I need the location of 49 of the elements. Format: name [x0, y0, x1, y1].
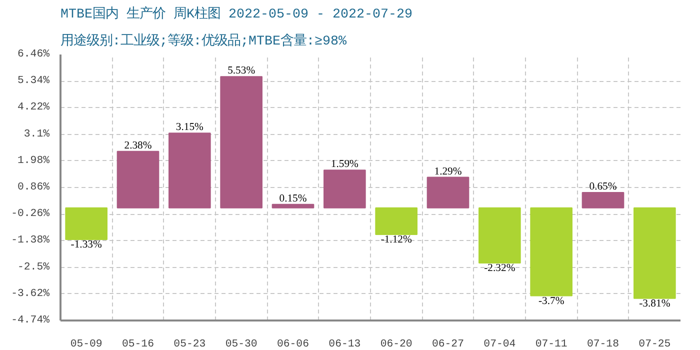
chart-subtitle: 用途级别:工业级;等级:优级品;MTBE含量:≥98% [60, 34, 346, 50]
x-tick-label: 06-06 [277, 338, 309, 350]
data-label: 1.29% [434, 166, 462, 178]
y-tick-label: 0.86% [18, 182, 50, 194]
x-tick-label: 05-30 [225, 338, 258, 350]
data-label: 1.59% [330, 159, 359, 170]
y-tick-label: -1.38% [11, 234, 50, 247]
bar [220, 76, 262, 208]
bar [530, 207, 572, 296]
data-label: 2.38% [124, 140, 152, 152]
data-label: 5.53% [228, 66, 256, 77]
data-label: -3.81% [639, 298, 670, 310]
bar [116, 150, 160, 208]
bar [168, 132, 211, 208]
bar [272, 204, 314, 208]
bar [324, 170, 366, 208]
data-label: 0.15% [279, 193, 307, 204]
bar [478, 207, 521, 264]
chart-title: MTBE国内 生产价 周K柱图 2022-05-09 - 2022-07-29 [60, 6, 412, 22]
y-tick-label: 4.22% [18, 102, 50, 114]
x-tick-label: 07-11 [535, 338, 568, 350]
y-tick-label: 6.46% [18, 48, 50, 60]
data-label: -3.7% [538, 296, 564, 307]
bar [426, 176, 470, 208]
x-tick-label: 07-25 [638, 338, 671, 350]
x-tick-label: 06-27 [432, 338, 464, 350]
y-tick-label: -4.74% [11, 314, 50, 326]
data-label: -1.33% [70, 240, 102, 251]
y-tick-label: -2.5% [18, 261, 50, 274]
data-label: -2.32% [484, 263, 516, 274]
x-tick-label: 06-20 [380, 338, 412, 350]
x-tick-label: 05-23 [174, 338, 206, 350]
data-label: 3.15% [176, 122, 204, 134]
y-tick-label: -3.62% [11, 288, 50, 300]
x-tick-label: 06-13 [328, 338, 361, 350]
data-label: 0.65% [589, 181, 617, 192]
x-tick-label: 05-09 [70, 338, 102, 350]
data-label: -1.12% [380, 234, 412, 246]
y-tick-label: 3.1% [24, 128, 50, 140]
x-tick-label: 07-04 [484, 338, 516, 350]
bar [582, 192, 624, 208]
x-tick-label: 07-18 [587, 338, 619, 350]
bar [634, 207, 676, 299]
bar [375, 207, 418, 236]
bar [65, 207, 108, 240]
y-tick-label: 1.98% [18, 154, 50, 167]
y-tick-label: -0.26% [11, 208, 50, 220]
x-tick-label: 05-16 [122, 338, 154, 350]
y-tick-label: 5.34% [18, 75, 50, 88]
